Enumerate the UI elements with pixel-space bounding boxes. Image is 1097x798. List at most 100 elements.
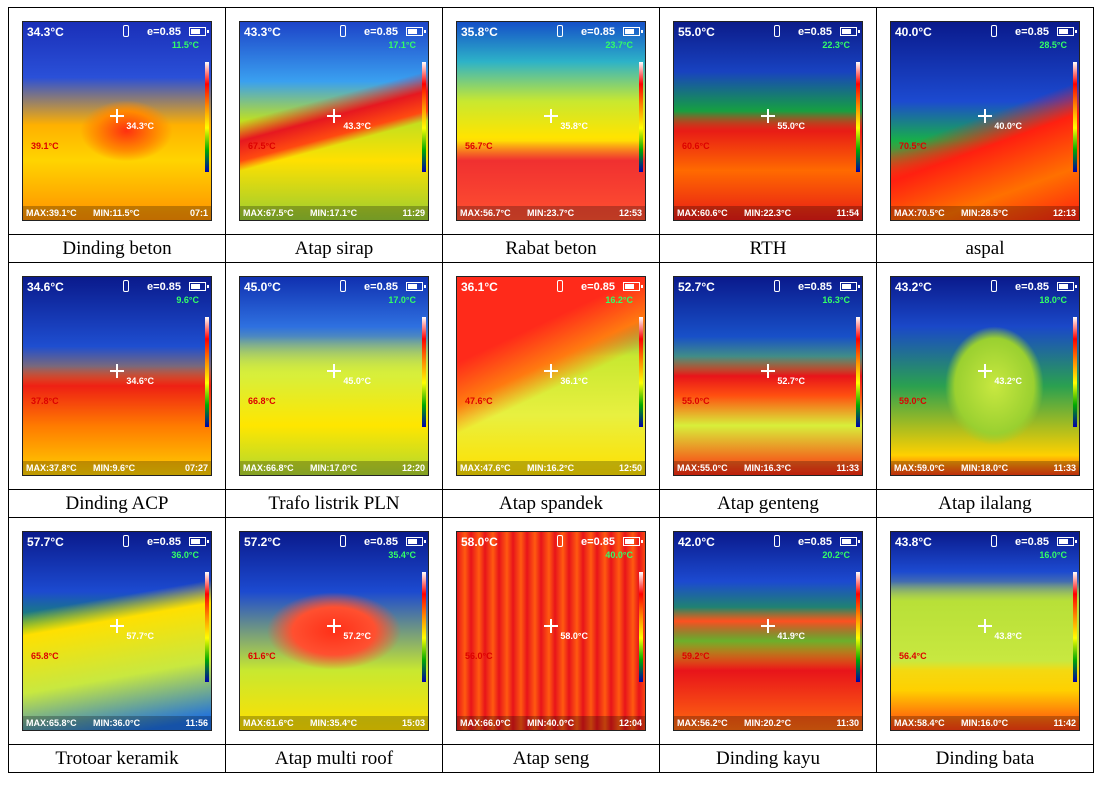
battery-icon xyxy=(406,537,426,546)
status-bar: MAX:60.6°C MIN:22.3°C 11:54 xyxy=(674,206,862,220)
emissivity-readout: e=0.85 xyxy=(581,281,615,293)
spot-temperature: 55.0°C xyxy=(678,25,715,39)
max-readout: MAX:39.1°C xyxy=(26,208,77,218)
spot-temperature: 57.2°C xyxy=(244,535,281,549)
center-temperature: 57.7°C xyxy=(126,631,155,641)
battery-icon xyxy=(623,27,643,36)
caption-cell: Dinding ACP xyxy=(8,489,226,518)
status-bar: MAX:37.8°C MIN:9.6°C 07:27 xyxy=(23,461,211,475)
caption-row: Dinding ACP Trafo listrik PLN Atap spandek… xyxy=(8,489,1094,518)
thermometer-icon xyxy=(774,280,780,292)
min-spot-tag: 23.7°C xyxy=(605,40,633,50)
min-readout: MIN:20.2°C xyxy=(744,718,792,728)
battery-icon xyxy=(1057,27,1077,36)
color-scale-bar xyxy=(1073,62,1077,172)
thermometer-icon xyxy=(123,535,129,547)
hot-spot-tag: 59.0°C xyxy=(899,395,927,406)
min-spot-tag: 18.0°C xyxy=(1039,295,1067,305)
min-readout: MIN:18.0°C xyxy=(961,463,1009,473)
thermal-image: 45.0°C e=0.85 17.0°C 45.0°C 66.8°C MAX:6… xyxy=(239,276,429,476)
center-temperature: 57.2°C xyxy=(343,631,372,641)
status-bar: MAX:58.4°C MIN:16.0°C 11:42 xyxy=(891,716,1079,730)
caption-cell: aspal xyxy=(876,234,1094,263)
thermal-image-cell: 34.3°C e=0.85 11.5°C 34.3°C 39.1°C MAX:3… xyxy=(8,7,226,235)
emissivity-readout: e=0.85 xyxy=(798,281,832,293)
time-readout: 11:42 xyxy=(1053,718,1076,728)
image-row: 34.3°C e=0.85 11.5°C 34.3°C 39.1°C MAX:3… xyxy=(8,7,1094,235)
min-spot-tag: 16.2°C xyxy=(605,295,633,305)
status-bar: MAX:70.5°C MIN:28.5°C 12:13 xyxy=(891,206,1079,220)
crosshair-icon xyxy=(761,364,775,379)
crosshair-icon xyxy=(978,364,992,379)
min-readout: MIN:17.1°C xyxy=(310,208,358,218)
hot-spot-tag: 70.5°C xyxy=(899,140,927,151)
thermal-image: 58.0°C e=0.85 40.0°C 58.0°C 56.0°C MAX:6… xyxy=(456,531,646,731)
emissivity-readout: e=0.85 xyxy=(1015,536,1049,548)
thermal-image-cell: 45.0°C e=0.85 17.0°C 45.0°C 66.8°C MAX:6… xyxy=(225,262,443,490)
color-scale-bar xyxy=(639,572,643,682)
thermal-image: 57.7°C e=0.85 36.0°C 57.7°C 65.8°C MAX:6… xyxy=(22,531,212,731)
battery-icon xyxy=(840,537,860,546)
center-temperature: 36.1°C xyxy=(560,376,589,386)
emissivity-readout: e=0.85 xyxy=(798,26,832,38)
min-spot-tag: 28.5°C xyxy=(1039,40,1067,50)
thermometer-icon xyxy=(774,535,780,547)
crosshair-icon xyxy=(544,364,558,379)
hot-spot-tag: 37.8°C xyxy=(31,395,59,406)
color-scale-bar xyxy=(856,572,860,682)
time-readout: 12:20 xyxy=(401,463,425,473)
center-temperature: 55.0°C xyxy=(777,121,806,131)
time-readout: 11:33 xyxy=(1053,463,1076,473)
min-readout: MIN:16.0°C xyxy=(961,718,1009,728)
hot-spot-tag: 61.6°C xyxy=(248,650,276,661)
min-readout: MIN:23.7°C xyxy=(527,208,575,218)
min-spot-tag: 22.3°C xyxy=(822,40,850,50)
min-spot-tag: 35.4°C xyxy=(388,550,416,560)
time-readout: 11:56 xyxy=(185,718,208,728)
color-scale-bar xyxy=(422,62,426,172)
emissivity-readout: e=0.85 xyxy=(798,536,832,548)
thermal-image-cell: 58.0°C e=0.85 40.0°C 58.0°C 56.0°C MAX:6… xyxy=(442,517,660,745)
center-temperature: 43.3°C xyxy=(343,121,372,131)
crosshair-icon xyxy=(544,619,558,634)
color-scale-bar xyxy=(639,62,643,172)
caption-row: Trotoar keramik Atap multi roof Atap seng D… xyxy=(8,744,1094,773)
min-spot-tag: 16.0°C xyxy=(1039,550,1067,560)
caption-cell: Dinding beton xyxy=(8,234,226,263)
center-temperature: 40.0°C xyxy=(994,121,1023,131)
thermal-image-cell: 55.0°C e=0.85 22.3°C 55.0°C 60.6°C MAX:6… xyxy=(659,7,877,235)
emissivity-readout: e=0.85 xyxy=(1015,26,1049,38)
caption-cell: Dinding kayu xyxy=(659,744,877,773)
hot-spot-tag: 67.5°C xyxy=(248,140,276,151)
thermal-image-cell: 40.0°C e=0.85 28.5°C 40.0°C 70.5°C MAX:7… xyxy=(876,7,1094,235)
crosshair-icon xyxy=(978,109,992,124)
color-scale-bar xyxy=(205,317,209,427)
caption-cell: Atap spandek xyxy=(442,489,660,518)
color-scale-bar xyxy=(205,572,209,682)
thermal-image-cell: 35.8°C e=0.85 23.7°C 35.8°C 56.7°C MAX:5… xyxy=(442,7,660,235)
battery-icon xyxy=(623,282,643,291)
max-readout: MAX:70.5°C xyxy=(894,208,945,218)
color-scale-bar xyxy=(1073,572,1077,682)
hot-spot-tag: 60.6°C xyxy=(682,140,710,151)
battery-icon xyxy=(840,282,860,291)
caption-cell: Atap multi roof xyxy=(225,744,443,773)
color-scale-bar xyxy=(422,572,426,682)
min-spot-tag: 17.1°C xyxy=(388,40,416,50)
thermal-image: 34.3°C e=0.85 11.5°C 34.3°C 39.1°C MAX:3… xyxy=(22,21,212,221)
min-readout: MIN:40.0°C xyxy=(527,718,575,728)
color-scale-bar xyxy=(205,62,209,172)
thermal-image-cell: 34.6°C e=0.85 9.6°C 34.6°C 37.8°C MAX:37… xyxy=(8,262,226,490)
status-bar: MAX:55.0°C MIN:16.3°C 11:33 xyxy=(674,461,862,475)
thermal-image-cell: 57.2°C e=0.85 35.4°C 57.2°C 61.6°C MAX:6… xyxy=(225,517,443,745)
min-spot-tag: 40.0°C xyxy=(605,550,633,560)
image-row: 34.6°C e=0.85 9.6°C 34.6°C 37.8°C MAX:37… xyxy=(8,262,1094,490)
thermometer-icon xyxy=(991,535,997,547)
emissivity-readout: e=0.85 xyxy=(147,536,181,548)
spot-temperature: 57.7°C xyxy=(27,535,64,549)
hot-spot-tag: 65.8°C xyxy=(31,650,59,661)
spot-temperature: 36.1°C xyxy=(461,280,498,294)
thermal-image-cell: 43.3°C e=0.85 17.1°C 43.3°C 67.5°C MAX:6… xyxy=(225,7,443,235)
time-readout: 07:27 xyxy=(184,463,208,473)
thermal-image: 36.1°C e=0.85 16.2°C 36.1°C 47.6°C MAX:4… xyxy=(456,276,646,476)
